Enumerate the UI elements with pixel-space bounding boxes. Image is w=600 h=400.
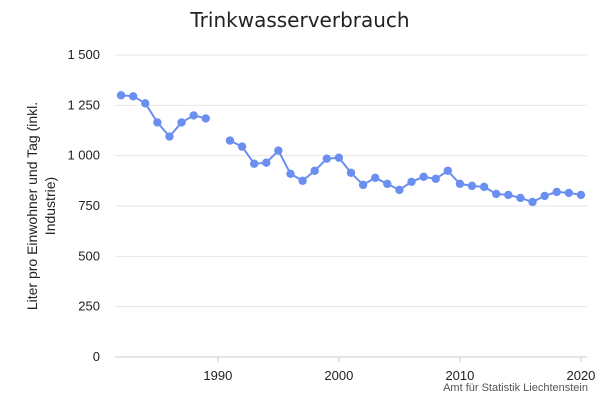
data-point — [479, 182, 489, 192]
data-point — [516, 193, 525, 203]
data-point — [310, 166, 319, 175]
data-point — [371, 173, 380, 183]
data-point — [189, 111, 198, 120]
chart-title: Trinkwasserverbrauch — [190, 8, 410, 32]
y-tick-label: 500 — [78, 248, 100, 263]
x-tick-label: 2010 — [445, 368, 474, 383]
x-tick-label: 2020 — [566, 368, 595, 383]
x-tick-label: 1990 — [203, 368, 232, 383]
data-point — [419, 172, 428, 182]
x-tick-label: 2000 — [324, 368, 353, 383]
y-tick-label: 1 500 — [67, 47, 100, 62]
data-point — [564, 188, 574, 198]
y-tick-label: 0 — [93, 349, 100, 364]
data-point — [504, 190, 513, 200]
data-point — [358, 180, 368, 190]
data-point — [274, 146, 283, 155]
data-point — [165, 132, 174, 141]
data-point — [576, 190, 586, 200]
data-point — [467, 181, 477, 191]
data-point — [383, 179, 392, 189]
data-point — [552, 187, 561, 197]
data-point — [177, 118, 186, 127]
data-point — [262, 158, 271, 167]
data-point — [128, 92, 138, 101]
y-tick-label: 250 — [78, 299, 100, 314]
data-point — [116, 91, 126, 100]
data-point — [540, 191, 549, 201]
data-point — [334, 153, 344, 162]
data-point — [225, 136, 235, 145]
data-point — [443, 166, 453, 175]
data-point — [237, 142, 247, 151]
data-point — [201, 114, 210, 123]
y-tick-label: 1 250 — [67, 97, 100, 112]
data-point — [395, 185, 404, 195]
data-point — [455, 179, 465, 189]
data-point — [528, 197, 537, 207]
data-point — [249, 159, 259, 168]
source-credit: Amt für Statistik Liechtenstein — [443, 382, 588, 394]
data-point — [153, 118, 162, 127]
data-point — [322, 154, 331, 163]
data-point — [407, 177, 416, 187]
data-point — [346, 168, 356, 177]
y-tick-label: 750 — [78, 198, 100, 213]
data-point — [431, 174, 440, 184]
data-point — [141, 99, 150, 108]
data-point — [492, 189, 501, 199]
data-point — [286, 169, 295, 178]
y-tick-label: 1 000 — [67, 148, 100, 163]
data-point — [298, 176, 307, 186]
series-line — [229, 139, 582, 204]
